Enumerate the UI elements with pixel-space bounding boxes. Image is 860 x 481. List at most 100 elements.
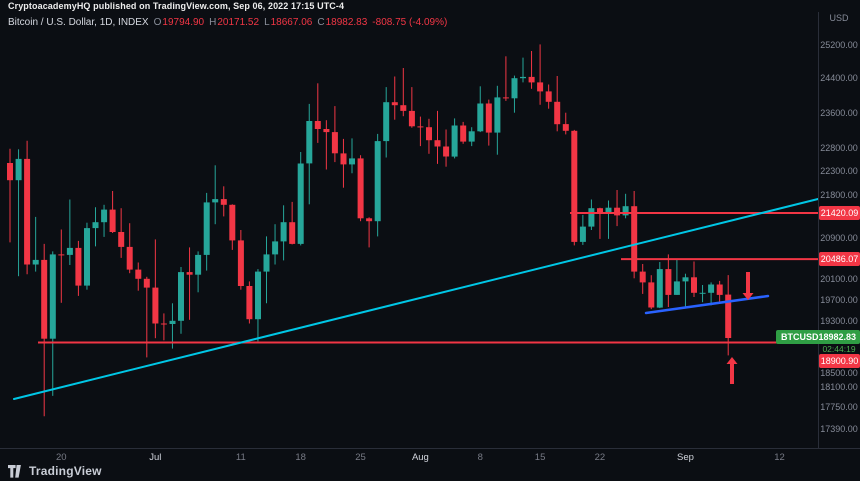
price-tick-label: 24400.00 — [820, 73, 858, 84]
candle-body — [109, 209, 116, 232]
time-tick-label: 11 — [235, 452, 246, 463]
candle-body — [255, 271, 261, 320]
time-tick-label: 18 — [295, 452, 306, 463]
candle-body — [562, 124, 569, 131]
candle-body — [571, 130, 578, 242]
candle-body — [186, 272, 193, 275]
candle-body — [75, 247, 82, 286]
time-tick-label: 25 — [355, 452, 366, 463]
last-price-badge-value: 18982.83 — [818, 332, 857, 342]
candle-body — [66, 247, 73, 255]
candle-body — [708, 284, 715, 293]
candle-body — [477, 103, 484, 132]
candle-body — [169, 320, 176, 324]
candle-body — [126, 246, 133, 270]
price-tick-label: 17750.00 — [820, 402, 858, 413]
candle-body — [135, 269, 142, 279]
candle-body — [451, 125, 458, 157]
ohlc-key: L — [264, 17, 270, 28]
candle-body — [297, 163, 304, 244]
candle-body — [665, 269, 672, 295]
price-tick-label: 17390.00 — [820, 423, 858, 434]
candle-body — [101, 209, 108, 223]
tradingview-branding[interactable]: TradingView — [8, 463, 102, 479]
tradingview-logo-icon — [8, 464, 21, 478]
candle-body — [494, 97, 501, 133]
candle-body — [15, 158, 22, 181]
candle-body — [32, 259, 39, 265]
candle-body — [511, 78, 518, 99]
price-level-badge: 21420.09 — [819, 205, 860, 220]
candle-body — [699, 292, 706, 294]
candle-body — [49, 254, 56, 339]
candle-body — [605, 207, 612, 214]
candle-body — [545, 91, 552, 102]
candle-body — [280, 222, 287, 242]
ohlc-key: O — [153, 17, 162, 28]
candle-body — [24, 158, 31, 265]
candle-body — [417, 126, 424, 128]
candle-body — [160, 323, 167, 325]
ohlc-key: C — [317, 17, 325, 28]
candle-body — [152, 287, 159, 324]
price-level-badge: 20486.07 — [819, 252, 860, 267]
price-tick-label: 20900.00 — [820, 233, 858, 244]
candle-body — [143, 278, 150, 288]
candle-body — [289, 222, 296, 244]
candle-body — [520, 76, 526, 79]
ohlc-value: 18982.83 — [325, 17, 368, 28]
price-tick-label: 19700.00 — [820, 294, 858, 305]
time-axis[interactable]: 20 Jul 11 18 25 Aug 8 15 22 Sep 12 — [0, 449, 860, 464]
candle-body — [383, 102, 390, 142]
candle-body — [237, 240, 244, 286]
candle-body — [408, 110, 415, 127]
candle-body — [691, 277, 697, 293]
chart-legend: Bitcoin / U.S. Dollar, 1D, INDEX O19794.9… — [8, 17, 447, 28]
candle-body — [41, 259, 48, 339]
candle-body — [374, 141, 381, 222]
candle-body — [648, 282, 655, 308]
candle-body — [246, 286, 253, 320]
time-tick-label: Jul — [149, 452, 162, 463]
candle-body — [272, 241, 279, 255]
candle-body — [614, 207, 621, 216]
candle-body — [468, 131, 475, 142]
publish-caption: CryptoacademyHQ published on TradingView… — [0, 0, 860, 12]
time-tick-label: Aug — [411, 452, 429, 463]
price-tick-label: 20100.00 — [820, 273, 858, 284]
time-tick-label: 22 — [594, 452, 606, 463]
candle-body — [554, 101, 561, 125]
ohlc-value: 20171.52 — [217, 17, 260, 28]
candle-body — [366, 218, 373, 222]
candle-body — [579, 226, 586, 242]
candle-body — [597, 208, 603, 214]
price-tick-label: 25200.00 — [820, 39, 858, 50]
candle-body — [485, 103, 492, 133]
price-tick-label: 21800.00 — [820, 189, 858, 200]
candle-body — [639, 271, 646, 283]
candle-body — [349, 158, 355, 165]
uptrend-line — [13, 198, 819, 400]
price-axis[interactable]: USD 25200.00 24400.00 23600.00 22800.00 2230… — [818, 12, 860, 448]
time-tick-label: 12 — [774, 452, 785, 463]
price-tick-label: 18100.00 — [820, 382, 858, 393]
price-tick-label: 19300.00 — [820, 315, 858, 326]
candle-body — [460, 125, 467, 142]
candle-body — [682, 277, 689, 282]
candle-body — [588, 208, 595, 227]
candle-body — [323, 129, 330, 133]
candle-body — [84, 228, 90, 286]
last-price-badge-ticker: BTCUSD — [781, 332, 819, 342]
candle-body — [220, 199, 227, 205]
candle-body — [725, 294, 732, 338]
candle-body — [263, 254, 270, 272]
candle-body — [7, 163, 13, 181]
candle-body — [118, 232, 125, 247]
candle-body — [92, 222, 99, 229]
candle-body — [357, 158, 364, 219]
candle-body — [673, 281, 680, 295]
price-tick-label: 22800.00 — [820, 143, 858, 154]
minor-support-line — [644, 294, 770, 315]
